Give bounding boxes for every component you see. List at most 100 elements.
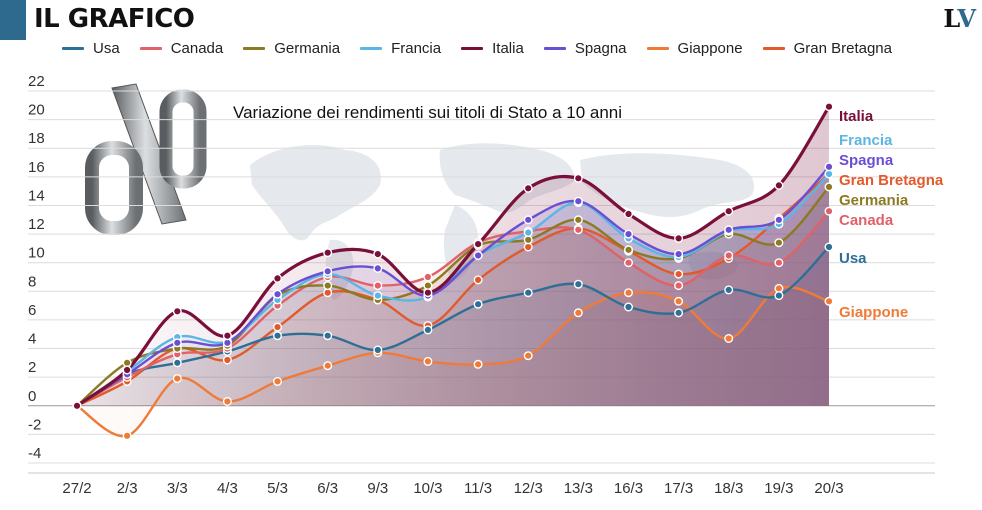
legend-swatch (461, 47, 484, 50)
legend-label: Francia (391, 40, 442, 57)
legend-label: Italia (492, 40, 524, 57)
y-tick-label: -4 (28, 445, 41, 462)
chart-legend: Usa Canada Germania Francia Italia Spagna Giap… (62, 40, 912, 57)
series-line-italia (76, 105, 831, 408)
x-tick-label: 4/3 (217, 480, 238, 497)
data-point-italia (674, 233, 684, 243)
data-point-italia (373, 249, 383, 259)
series-line-usa (76, 246, 830, 407)
end-label-germania: Germania (839, 192, 909, 209)
data-point-germania (323, 281, 333, 291)
end-label-francia: Francia (839, 132, 893, 149)
data-point-spagna (724, 225, 734, 235)
y-tick-label: 8 (28, 273, 36, 290)
legend-item-canada: Canada (139, 40, 223, 57)
series-line-giappone (76, 285, 830, 438)
legend-swatch (646, 47, 669, 50)
data-point-italia (824, 102, 834, 112)
data-point-canada (573, 225, 583, 235)
data-point-spagna (323, 266, 333, 276)
x-tick-label: 16/3 (614, 480, 643, 497)
data-point-italia (624, 209, 634, 219)
legend-item-giappone: Giappone (646, 40, 743, 57)
percent-slash (111, 83, 187, 225)
series-line-spagna (76, 165, 830, 407)
data-point-italia (423, 288, 433, 298)
y-tick-label: 16 (28, 159, 45, 176)
data-point-spagna (473, 250, 483, 260)
data-point-giappone (323, 361, 333, 371)
legend-item-usa: Usa (62, 40, 120, 57)
data-point-gran-bretagna (674, 269, 684, 279)
data-point-giappone (774, 283, 784, 293)
series-line-canada (76, 210, 830, 407)
x-tick-label: 17/3 (664, 480, 693, 497)
end-label-usa: Usa (839, 250, 867, 267)
legend-label: Spagna (574, 40, 627, 57)
data-point-italia (473, 239, 483, 249)
end-label-spagna: Spagna (839, 152, 894, 169)
series-areas (77, 106, 829, 437)
data-point-usa (423, 325, 433, 335)
legend-item-gran-bretagna: Gran Bretagna (762, 40, 892, 57)
data-point-giappone (222, 397, 232, 407)
data-point-giappone (122, 431, 132, 441)
legend-item-germania: Germania (243, 40, 340, 57)
data-point-usa (273, 331, 283, 341)
data-point-francia (824, 169, 834, 179)
legend-swatch (139, 47, 162, 50)
percent-zero-left (85, 141, 143, 235)
data-point-spagna (523, 215, 533, 225)
series-area-italia (77, 106, 829, 406)
world-map-silhouette (250, 143, 755, 300)
x-tick-label: 11/3 (464, 480, 492, 497)
data-point-canada (824, 206, 834, 216)
data-point-giappone (523, 351, 533, 361)
data-point-usa (373, 345, 383, 355)
data-point-italia (122, 365, 132, 375)
data-point-italia (724, 206, 734, 216)
end-label-giappone: Giappone (839, 304, 908, 321)
data-point-gran-bretagna (473, 275, 483, 285)
data-point-spagna (624, 229, 634, 239)
x-tick-label: 27/2 (62, 480, 91, 497)
brand-logo: LV (943, 4, 976, 33)
x-tick-label: 12/3 (514, 480, 543, 497)
data-point-italia (774, 180, 784, 190)
end-label-canada: Canada (839, 212, 894, 229)
data-point-spagna (674, 249, 684, 259)
data-point-canada (373, 281, 383, 291)
legend-label: Giappone (677, 40, 743, 57)
data-point-giappone (273, 376, 283, 386)
header-accent-bar (0, 0, 26, 40)
data-point-spagna (824, 162, 834, 172)
data-point-francia (373, 291, 383, 301)
series-points (72, 102, 834, 441)
data-point-usa (523, 288, 533, 298)
data-point-usa (323, 331, 333, 341)
chart-labels: 27/2 2/3 3/3 4/3 5/3 6/3 9/3 10/3 11/3 12/3 13/3 16… (62, 103, 943, 497)
x-tick-label: 20/3 (814, 480, 843, 497)
y-tick-label: 0 (28, 388, 36, 405)
x-tick-label: 18/3 (714, 480, 743, 497)
data-point-giappone (172, 374, 182, 384)
data-point-canada (724, 250, 734, 260)
y-tick-label: 20 (28, 102, 45, 119)
data-point-germania (523, 235, 533, 245)
page-title: IL GRAFICO (34, 4, 195, 34)
data-point-giappone (423, 356, 433, 366)
data-point-usa (473, 299, 483, 309)
legend-swatch (360, 47, 383, 50)
data-point-usa (674, 308, 684, 318)
data-point-gran-bretagna (222, 355, 232, 365)
y-tick-label: 12 (28, 216, 45, 233)
data-point-italia (72, 401, 82, 411)
x-tick-label: 13/3 (564, 480, 593, 497)
data-point-usa (724, 285, 734, 295)
data-point-gran-bretagna (523, 242, 533, 252)
data-point-giappone (824, 296, 834, 306)
data-point-germania (573, 215, 583, 225)
end-label-italia: Italia (839, 108, 874, 125)
x-tick-label: 2/3 (117, 480, 138, 497)
